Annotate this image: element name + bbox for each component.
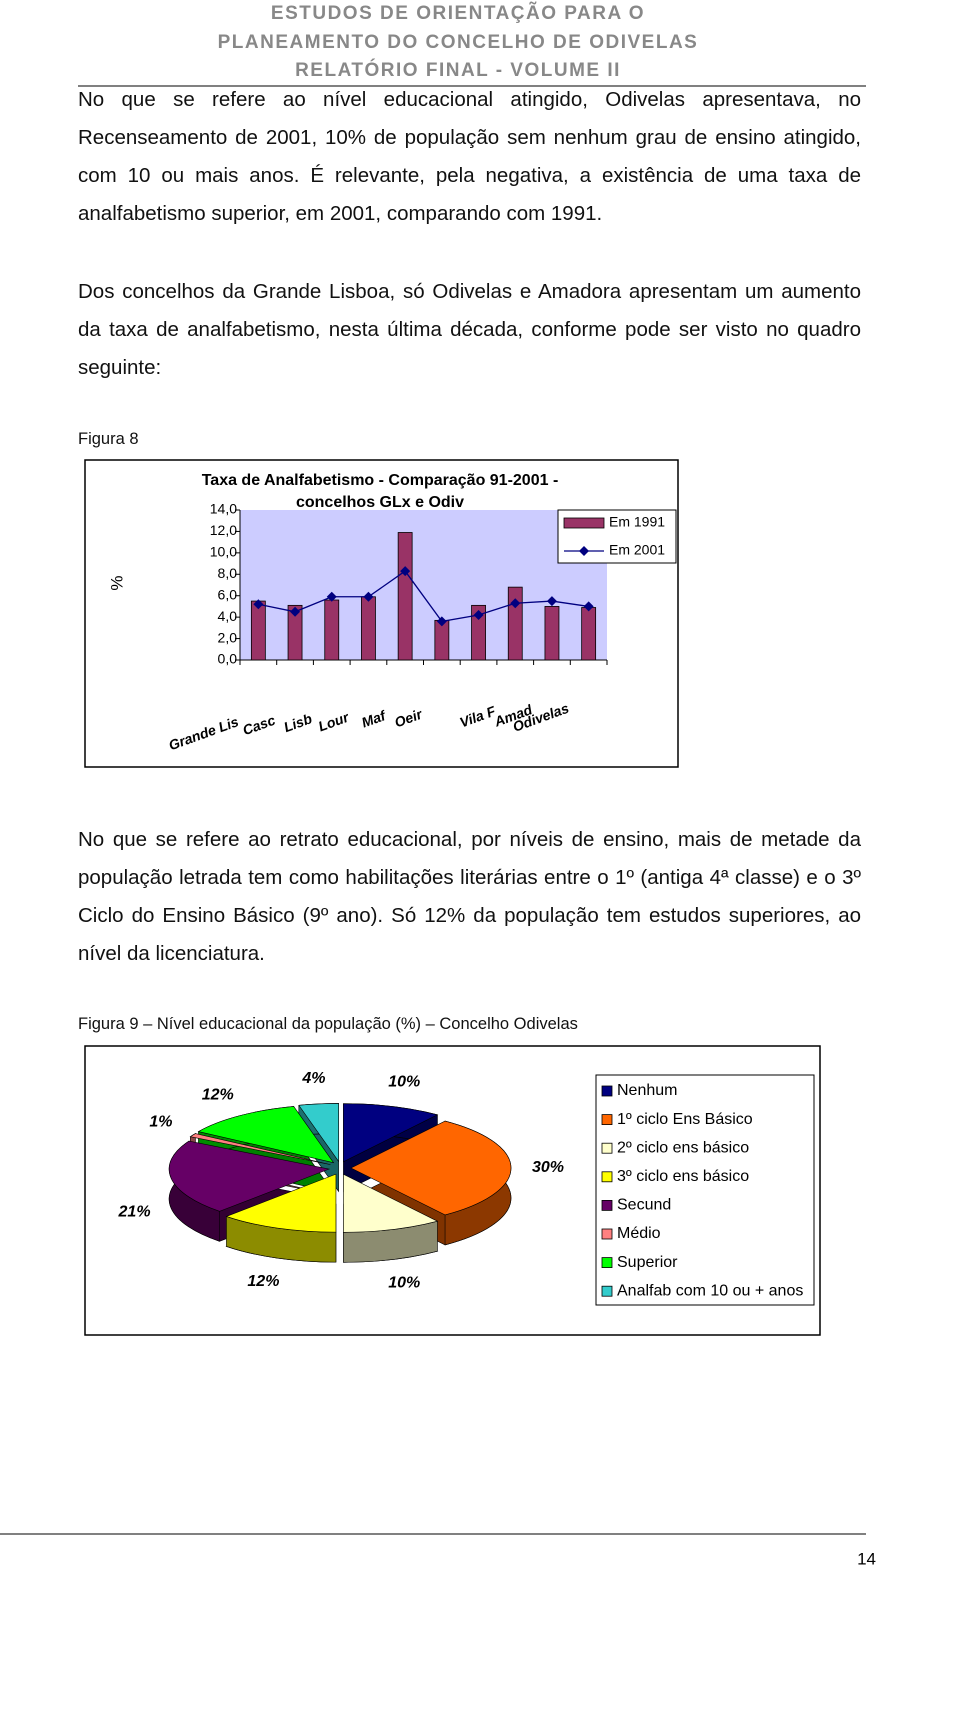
line-marker xyxy=(363,591,374,602)
pie-value-label: 12% xyxy=(247,1273,279,1290)
legend-swatch xyxy=(601,1257,613,1268)
line-marker xyxy=(290,606,301,617)
bar xyxy=(471,604,486,661)
line-marker xyxy=(583,601,594,612)
legend-swatch xyxy=(601,1114,613,1125)
bar xyxy=(397,532,413,661)
legend-swatch xyxy=(601,1200,613,1211)
bar xyxy=(544,606,560,661)
legend-label: Superior xyxy=(617,1254,678,1271)
y-tick-label: 4,0 xyxy=(218,608,238,624)
line-marker xyxy=(473,610,484,620)
bar xyxy=(324,599,340,661)
page-number: 14 xyxy=(857,1549,876,1568)
bar xyxy=(287,604,303,661)
legend-label: Nenhum xyxy=(617,1082,677,1099)
figure-caption: Figura 8 xyxy=(78,430,139,448)
y-tick-label: 10,0 xyxy=(210,544,237,560)
pie-slice xyxy=(225,1173,337,1233)
pie-slice xyxy=(197,1106,335,1164)
y-tick-label: 14,0 xyxy=(210,501,237,517)
bar xyxy=(581,607,597,661)
y-tick-label: 0,0 xyxy=(218,651,238,667)
legend-swatch xyxy=(579,546,589,556)
line-marker xyxy=(546,596,557,607)
chart-title: concelhos GLx e Odiv xyxy=(296,494,464,511)
legend-label: Secund xyxy=(617,1197,671,1214)
legend-label: 3º ciclo ens básico xyxy=(617,1168,749,1185)
header-line: ESTUDOS DE ORIENTAÇÃO PARA O xyxy=(271,2,645,24)
legend-label: Em 2001 xyxy=(609,542,665,558)
legend-label: Analfab com 10 ou + anos xyxy=(617,1282,803,1299)
legend-swatch xyxy=(601,1171,613,1183)
pie-slice xyxy=(189,1133,331,1165)
legend-label: 1º ciclo Ens Básico xyxy=(617,1111,753,1128)
pie-slice xyxy=(168,1140,331,1212)
header-line: PLANEAMENTO DO CONCELHO DE ODIVELAS xyxy=(218,32,699,53)
figure-caption: Figura 9 – Nível educacional da populaçã… xyxy=(78,1015,578,1033)
bar xyxy=(250,600,266,661)
bar xyxy=(361,596,376,661)
y-tick-label: 12,0 xyxy=(210,522,237,538)
bar xyxy=(507,586,523,661)
y-tick-label: 6,0 xyxy=(218,586,238,602)
pie-slice xyxy=(298,1103,339,1163)
line-marker xyxy=(326,591,337,602)
paragraph: No que se refere ao nível educacional at… xyxy=(78,88,861,225)
legend-label: 2º ciclo ens básico xyxy=(617,1139,749,1156)
pie-value-label: 4% xyxy=(301,1070,325,1087)
legend-label: Em 1991 xyxy=(609,514,665,530)
chart-title: Taxa de Analfabetismo - Comparação 91-20… xyxy=(202,472,559,489)
line-marker xyxy=(253,599,264,610)
line-marker xyxy=(510,598,521,609)
paragraph: Dos concelhos da Grande Lisboa, só Odive… xyxy=(78,280,861,379)
y-axis-label: % xyxy=(107,575,126,590)
legend-box xyxy=(595,1074,815,1306)
legend-swatch xyxy=(601,1285,613,1297)
header-line: RELATÓRIO FINAL - VOLUME II xyxy=(295,59,621,81)
legend-swatch xyxy=(601,1142,613,1154)
y-tick-label: 8,0 xyxy=(218,565,238,581)
legend-swatch xyxy=(601,1085,613,1097)
pie-value-label: 10% xyxy=(388,1074,420,1091)
line-marker xyxy=(400,566,411,577)
pie-value-label: 21% xyxy=(118,1203,151,1220)
pie-value-label: 10% xyxy=(388,1275,420,1292)
pie-slice xyxy=(350,1120,512,1216)
pie-slice xyxy=(343,1173,439,1233)
legend-label: Médio xyxy=(617,1225,661,1242)
pie-value-label: 30% xyxy=(532,1159,564,1176)
line-marker xyxy=(436,616,447,627)
pie-value-label: 12% xyxy=(202,1086,234,1103)
y-tick-label: 2,0 xyxy=(218,629,238,645)
legend-swatch xyxy=(563,517,605,529)
paragraph: No que se refere ao retrato educacional,… xyxy=(78,828,861,965)
line-series xyxy=(258,570,589,623)
pie-value-label: 1% xyxy=(149,1113,172,1130)
pie-slice xyxy=(343,1103,439,1163)
legend-swatch xyxy=(601,1228,613,1240)
